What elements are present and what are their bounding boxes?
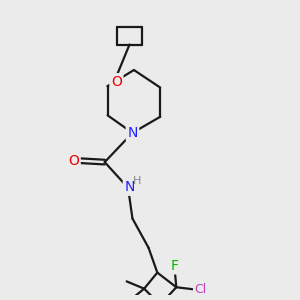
Text: Cl: Cl <box>194 283 207 296</box>
Text: N: N <box>124 180 135 194</box>
Text: H: H <box>133 176 142 186</box>
Text: O: O <box>68 154 79 168</box>
Text: O: O <box>111 75 122 89</box>
Text: N: N <box>127 126 138 140</box>
Text: F: F <box>171 259 179 273</box>
